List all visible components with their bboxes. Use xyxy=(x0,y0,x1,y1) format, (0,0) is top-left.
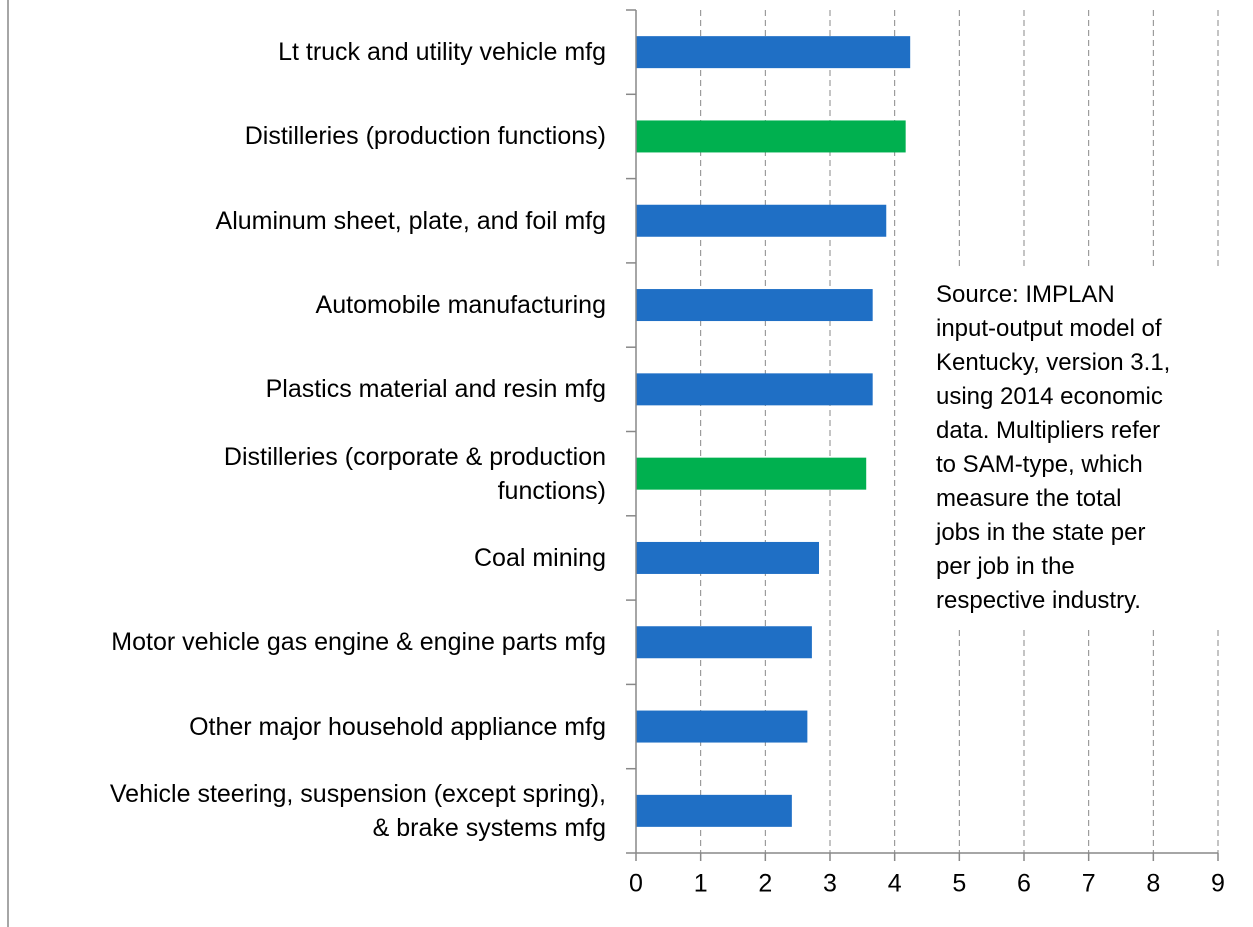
category-label: Vehicle steering, suspension (except spr… xyxy=(109,779,606,842)
bar xyxy=(636,204,887,237)
category-label: Lt truck and utility vehicle mfg xyxy=(278,38,606,67)
x-tick-label: 6 xyxy=(1017,870,1031,898)
category-label: Distilleries (production functions) xyxy=(244,122,606,151)
category-label: Coal mining xyxy=(473,543,606,572)
x-tick-label: 8 xyxy=(1146,870,1160,898)
bar xyxy=(636,289,873,322)
annotation: Source: IMPLAN input-output model of Ken… xyxy=(926,268,1246,628)
category-label: Plastics material and resin mfg xyxy=(265,375,606,404)
bar xyxy=(636,457,867,490)
x-tick-label: 0 xyxy=(629,870,643,898)
x-tick-label: 1 xyxy=(694,870,708,898)
bar xyxy=(636,626,812,659)
bar xyxy=(636,36,911,69)
category-label: Motor vehicle gas engine & engine parts … xyxy=(111,628,606,657)
x-tick-label: 3 xyxy=(823,870,837,898)
x-tick-label: 4 xyxy=(888,870,902,898)
x-tick-label: 7 xyxy=(1082,870,1096,898)
bar xyxy=(636,710,808,743)
bar xyxy=(636,120,906,153)
x-tick-label: 9 xyxy=(1211,870,1225,898)
x-tick-label: 2 xyxy=(758,870,772,898)
category-label: Other major household appliance mfg xyxy=(189,712,606,741)
category-label: Aluminum sheet, plate, and foil mfg xyxy=(215,206,606,235)
x-tick-label: 5 xyxy=(952,870,966,898)
bar xyxy=(636,373,873,406)
bar xyxy=(636,794,792,827)
bar xyxy=(636,541,820,574)
category-label: Automobile manufacturing xyxy=(315,291,606,320)
category-label: Distilleries (corporate & production fun… xyxy=(223,442,606,505)
